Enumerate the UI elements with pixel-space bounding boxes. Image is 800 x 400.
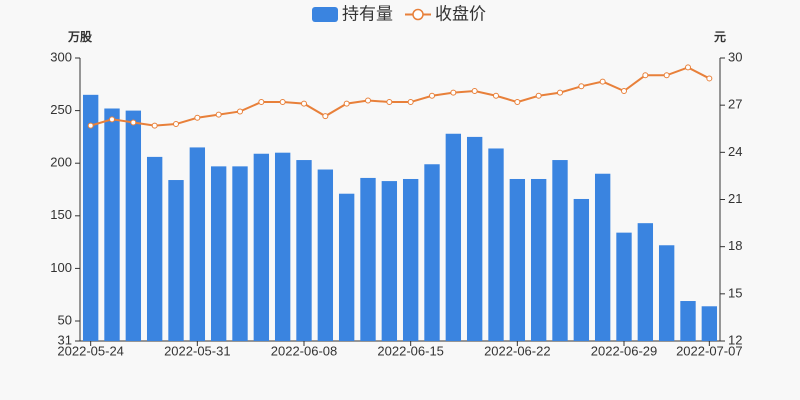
point — [471, 88, 478, 95]
bar — [402, 178, 419, 341]
point — [194, 114, 201, 121]
point — [514, 99, 521, 106]
y2-tick-label: 30 — [728, 49, 742, 64]
y-axis-label: 万股 — [67, 29, 93, 44]
bar — [381, 181, 398, 341]
point — [279, 99, 286, 106]
x-tick-label: 2022-06-15 — [377, 343, 444, 358]
bar — [680, 301, 696, 341]
legend-swatch — [312, 7, 338, 22]
bar — [594, 173, 611, 341]
bar — [253, 153, 270, 341]
point — [343, 100, 350, 107]
bar — [146, 156, 163, 341]
y-tick-label: 150 — [50, 207, 72, 222]
x-tick-label: 2022-05-24 — [57, 343, 124, 358]
point — [493, 92, 499, 99]
bar — [82, 94, 99, 341]
y2-tick-label: 15 — [728, 285, 742, 300]
point — [599, 78, 606, 85]
x-tick-label: 2022-05-31 — [164, 343, 231, 358]
point — [87, 122, 94, 129]
bar — [360, 177, 376, 341]
point — [322, 113, 329, 120]
x-tick-label: 2022-06-08 — [271, 343, 338, 358]
point — [429, 92, 435, 99]
bar — [232, 166, 248, 341]
legend-label: 收盘价 — [435, 4, 486, 23]
y-tick-label: 300 — [50, 49, 72, 64]
y-tick-label: 200 — [50, 155, 72, 170]
y-tick-label: 250 — [50, 102, 72, 117]
y2-tick-label: 24 — [728, 144, 742, 159]
point — [173, 121, 179, 128]
bar — [445, 133, 462, 341]
y2-tick-label: 12 — [728, 332, 742, 347]
legend-label: 持有量 — [342, 4, 393, 23]
bar — [509, 178, 526, 341]
legend-swatch — [412, 8, 424, 21]
x-tick-label: 2022-07-07 — [676, 343, 743, 358]
bar — [552, 160, 568, 341]
point — [706, 75, 713, 82]
bar — [466, 136, 483, 341]
bar — [274, 152, 291, 341]
point — [685, 64, 691, 71]
bar — [338, 193, 355, 341]
bar — [616, 232, 632, 341]
line — [90, 66, 710, 127]
bar — [104, 108, 120, 341]
point — [301, 100, 307, 107]
y2-tick-label: 18 — [728, 238, 742, 253]
point — [130, 119, 137, 126]
point — [450, 89, 457, 96]
bar — [296, 160, 312, 341]
point — [621, 88, 627, 95]
bar — [125, 110, 142, 341]
point — [386, 99, 393, 106]
bar — [189, 147, 206, 341]
point — [109, 116, 115, 123]
y2-tick-label: 27 — [728, 97, 742, 112]
point — [535, 92, 542, 99]
point — [258, 99, 265, 106]
point — [215, 111, 222, 118]
point — [237, 108, 243, 115]
x-tick-label: 2022-06-22 — [484, 343, 551, 358]
bar — [488, 148, 504, 341]
y-tick-label: 100 — [50, 260, 72, 275]
y2-axis-label: 元 — [714, 30, 726, 44]
point — [151, 122, 158, 129]
point — [557, 89, 563, 96]
y-tick-label: 31 — [58, 332, 72, 347]
point — [407, 99, 414, 106]
bar — [424, 164, 440, 341]
bar — [210, 166, 227, 341]
bar — [573, 198, 590, 341]
y-tick-label: 50 — [58, 312, 72, 327]
bar — [168, 180, 184, 341]
point — [642, 72, 649, 79]
y2-tick-label: 21 — [728, 191, 742, 206]
bar — [637, 223, 654, 341]
point — [663, 72, 670, 79]
x-tick-label: 2022-06-29 — [591, 343, 658, 358]
point — [365, 97, 371, 104]
bar — [701, 306, 718, 341]
point — [578, 83, 585, 90]
bar — [530, 178, 547, 341]
bar — [658, 245, 675, 341]
bar — [317, 169, 334, 341]
